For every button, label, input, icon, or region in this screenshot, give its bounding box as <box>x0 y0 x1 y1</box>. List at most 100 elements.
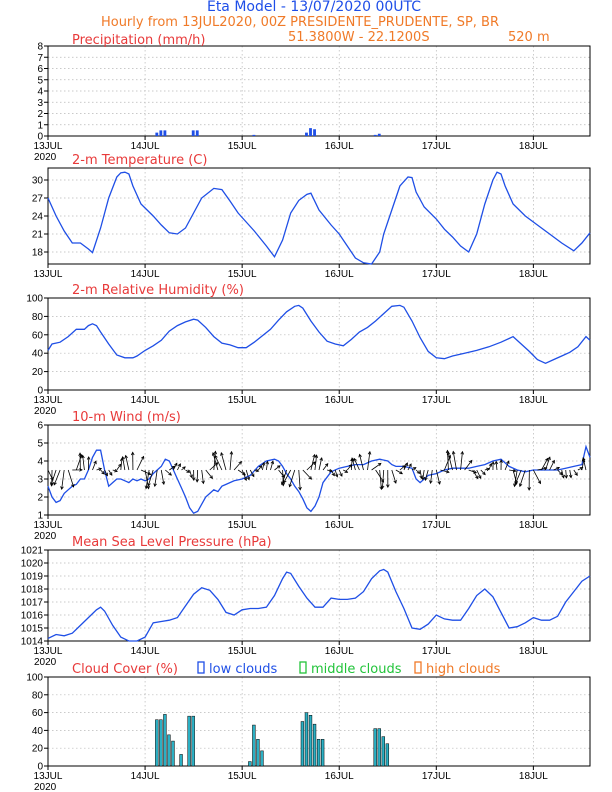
y-tick-label: 40 <box>32 349 44 360</box>
wind-arrow <box>189 469 193 478</box>
wind-arrow-head <box>195 478 200 483</box>
wind-arrow-head <box>214 454 218 459</box>
wind-arrow <box>577 467 583 471</box>
legend-label: high clouds <box>426 662 501 677</box>
bar <box>377 133 381 136</box>
wind-arrow-head <box>81 454 85 459</box>
wind-arrow <box>249 469 255 477</box>
x-tick-label: 15JUL <box>228 141 257 152</box>
panel-title: 2-m Temperature (C) <box>72 153 207 168</box>
panel-title: 2-m Relative Humidity (%) <box>72 283 244 298</box>
x-tick-label: 18JUL <box>519 646 548 657</box>
wind-arrow-head <box>104 472 108 477</box>
bar <box>313 129 316 136</box>
y-tick-label: 1021 <box>21 546 44 557</box>
y-tick-label: 0 <box>37 386 43 397</box>
wind-arrow <box>136 456 144 471</box>
wind-arrow-head <box>98 467 103 471</box>
x-tick-label: 18JUL <box>519 771 548 782</box>
bar <box>373 134 377 136</box>
wind-arrow-head <box>358 453 362 458</box>
wind-arrow-head <box>174 462 178 467</box>
wind-arrow <box>440 469 450 473</box>
wind-arrow-head <box>367 450 372 455</box>
panel-5: 13JUL 14JUL 15JUL 16JUL 17JUL 18JUL 1014 1015 10… <box>21 535 591 668</box>
wind-arrow-head <box>50 481 54 486</box>
y-tick-label: 4 <box>37 87 43 98</box>
wind-arrow <box>549 460 555 471</box>
panel-6: 13JUL 14JUL 15JUL 16JUL 17JUL 18JUL 0 20 40 60 80 1… <box>26 661 591 792</box>
bar <box>167 734 171 767</box>
wind-arrow <box>533 469 541 484</box>
x-tick-label: 15JUL <box>228 395 257 406</box>
wind-arrow <box>258 465 263 471</box>
panel-title: Precipitation (mm/h) <box>72 33 205 48</box>
x-tick-label: 14JUL <box>131 520 160 531</box>
bar <box>191 715 195 767</box>
wind-arrow-head <box>201 480 205 485</box>
wind-arrow-head <box>421 476 425 481</box>
wind-arrow <box>310 454 316 471</box>
y-tick-label: 1018 <box>21 585 44 596</box>
wind-arrow <box>350 458 353 471</box>
wind-arrow <box>241 469 247 481</box>
wind-arrow-head <box>412 467 417 471</box>
x-tick-label: 16JUL <box>325 646 354 657</box>
wind-arrow <box>214 455 223 471</box>
wind-arrow <box>302 469 312 480</box>
panel-3: 13JUL 14JUL 15JUL 16JUL 17JUL 18JUL 0 20 40 60 80 1… <box>26 283 591 417</box>
wind-arrow <box>104 469 108 476</box>
x-tick-label: 13JUL <box>34 141 63 152</box>
y-tick-label: 5 <box>37 75 43 86</box>
wind-arrow-head <box>288 483 292 488</box>
series-line <box>47 171 591 265</box>
y-tick-label: 40 <box>32 726 44 737</box>
wind-arrow <box>322 463 329 471</box>
wind-arrow-head <box>186 469 191 473</box>
wind-arrow-head <box>334 473 339 478</box>
year-label: 2020 <box>34 152 57 163</box>
wind-arrow <box>196 469 199 482</box>
y-tick-label: 1 <box>37 120 43 131</box>
wind-arrow-head <box>118 463 122 468</box>
x-tick-label: 14JUL <box>131 269 160 280</box>
x-tick-label: 13JUL <box>34 520 63 531</box>
wind-arrow <box>353 458 360 471</box>
bar <box>195 130 199 136</box>
bar <box>309 128 312 136</box>
wind-arrow <box>92 461 97 471</box>
series-line <box>47 444 591 515</box>
panel-title: Cloud Cover (%) <box>72 662 178 677</box>
wind-arrow-head <box>238 461 243 465</box>
wind-arrow-head <box>298 486 302 491</box>
plot-frame <box>47 167 591 265</box>
wind-arrow <box>488 463 492 471</box>
wind-arrow <box>154 469 158 487</box>
wind-arrow-head <box>283 479 287 484</box>
wind-arrow <box>569 469 572 478</box>
wind-arrow-head <box>491 461 495 465</box>
legend-label: low clouds <box>209 662 278 677</box>
wind-arrow-head <box>189 474 193 479</box>
bar <box>155 719 159 767</box>
wind-arrow-head <box>220 452 224 456</box>
x-tick-label: 17JUL <box>422 646 451 657</box>
x-tick-label: 17JUL <box>422 520 451 531</box>
wind-arrow <box>100 469 105 475</box>
wind-arrow <box>274 465 281 471</box>
wind-arrow-head <box>314 454 319 459</box>
wind-arrow <box>330 469 335 476</box>
x-tick-label: 15JUL <box>228 646 257 657</box>
wind-arrow-head <box>211 452 216 456</box>
series-line <box>47 568 591 642</box>
y-tick-label: 20 <box>32 367 44 378</box>
wind-arrow-head <box>545 457 549 462</box>
wind-arrow <box>212 452 219 471</box>
wind-arrow-head <box>527 487 531 491</box>
wind-arrow-head <box>537 480 541 485</box>
wind-arrow <box>147 469 154 486</box>
wind-arrow-head <box>353 457 357 462</box>
bar <box>159 130 163 136</box>
x-tick-label: 15JUL <box>228 269 257 280</box>
